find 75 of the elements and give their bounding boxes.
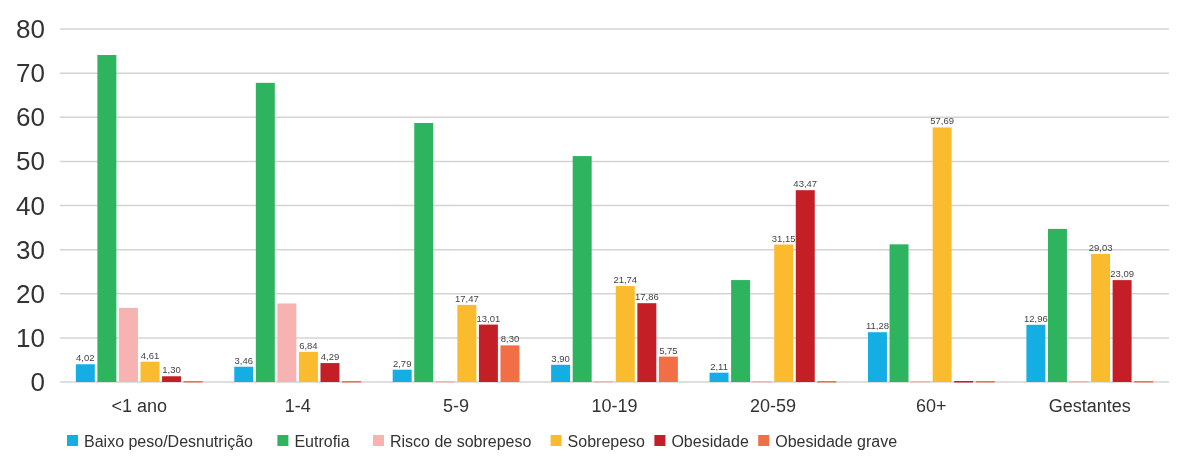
y-tick-label: 0: [30, 367, 45, 397]
legend-label: Eutrofia: [294, 433, 350, 450]
bar: [255, 82, 275, 382]
data-label: 29,03: [1088, 241, 1113, 253]
data-label: 3,90: [551, 352, 570, 364]
data-label: 23,09: [1110, 268, 1135, 280]
data-label: 17,86: [634, 291, 659, 303]
legend-label: Baixo peso/Desnutrição: [84, 433, 254, 450]
bar: [140, 361, 160, 382]
bar: [932, 127, 952, 382]
bar: [731, 280, 751, 382]
bar: [551, 364, 571, 382]
y-tick-label: 30: [16, 234, 45, 265]
y-tick-label: 40: [16, 190, 45, 221]
x-tick-label: 20-59: [749, 396, 796, 416]
data-label: 17,47: [454, 292, 479, 304]
y-tick-label: 80: [16, 14, 45, 44]
y-tick-label: 70: [16, 58, 45, 89]
data-label: 21,74: [613, 274, 638, 286]
legend-label: Obesidade grave: [775, 433, 898, 450]
bar: [572, 156, 592, 382]
data-label: 5,75: [659, 344, 678, 356]
x-tick-label: 1-4: [284, 396, 311, 416]
bar: [795, 190, 815, 382]
x-tick-label: Gestantes: [1048, 396, 1131, 416]
data-label: 13,01: [476, 312, 501, 324]
x-tick-label: 5-9: [443, 396, 470, 416]
y-tick-label: 10: [16, 322, 45, 353]
legend-label: Risco de sobrepeso: [390, 433, 532, 450]
data-label: 57,69: [930, 115, 955, 127]
data-label: 2,11: [710, 360, 728, 372]
bar: [75, 364, 95, 382]
bar: [478, 324, 498, 382]
data-label: 4,29: [320, 351, 340, 363]
bar: [414, 122, 434, 382]
data-label: 31,15: [771, 232, 796, 244]
bar: [774, 244, 794, 382]
bar: [1026, 324, 1046, 382]
y-tick-label: 50: [16, 146, 45, 177]
bar: [1112, 280, 1132, 382]
y-tick-label: 20: [16, 278, 45, 309]
data-label: 11,28: [865, 320, 890, 332]
x-tick-label: <1 ano: [111, 396, 167, 416]
bar: [500, 345, 520, 382]
bar: [118, 307, 138, 382]
data-label: 4,61: [140, 349, 160, 361]
bar: [637, 303, 657, 382]
data-label: 8,30: [500, 333, 520, 345]
bar: [709, 372, 729, 382]
bar: [97, 55, 117, 382]
data-label: 2,79: [392, 357, 412, 369]
bar: [889, 244, 909, 382]
bar: [658, 356, 678, 382]
bar: [162, 376, 182, 382]
x-tick-label: 10-19: [591, 396, 638, 416]
bar: [1047, 228, 1067, 382]
legend-label: Obesidade: [671, 433, 749, 450]
bar: [1091, 253, 1111, 382]
bar: [298, 351, 318, 382]
bar: [277, 303, 297, 382]
bar: [457, 304, 477, 382]
data-label: 12,96: [1024, 312, 1048, 324]
data-label: 3,46: [234, 354, 254, 366]
bar: [392, 369, 412, 382]
bar: [867, 332, 887, 382]
data-label: 4,02: [76, 352, 95, 364]
data-label: 43,47: [793, 178, 818, 190]
legend-label: Sobrepeso: [567, 433, 646, 450]
data-label: 1,30: [162, 364, 181, 376]
bar: [320, 363, 340, 382]
bar: [615, 286, 635, 382]
y-tick-label: 60: [16, 102, 45, 133]
bar: [234, 366, 254, 382]
x-tick-label: 60+: [916, 396, 947, 416]
data-label: 6,84: [299, 339, 318, 351]
